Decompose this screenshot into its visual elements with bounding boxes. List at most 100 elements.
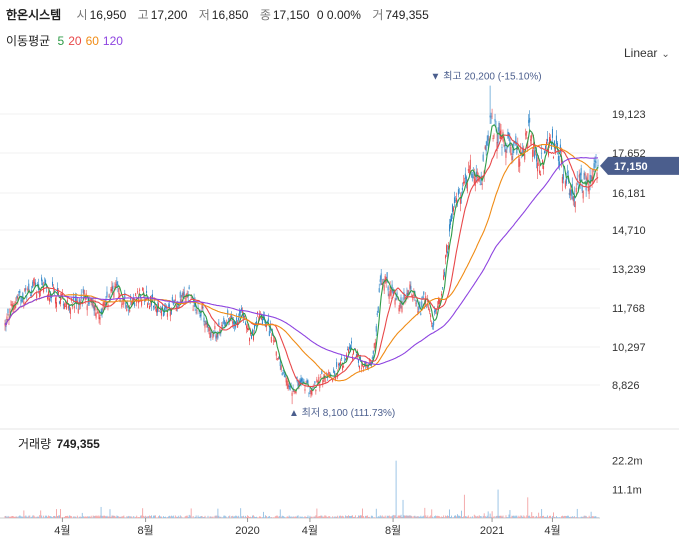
candle-body — [321, 369, 323, 375]
candle-body — [291, 392, 293, 396]
candle-body — [339, 362, 341, 366]
candle-body — [305, 382, 307, 384]
volume-bar — [317, 516, 319, 518]
candle-body — [228, 318, 230, 322]
volume-bar — [541, 509, 543, 518]
volume-bar — [516, 515, 518, 518]
candle-body — [310, 390, 312, 395]
volume-bar — [419, 516, 421, 518]
candle-body — [86, 305, 88, 311]
volume-bar — [371, 515, 373, 518]
candle-body — [344, 360, 346, 362]
volume-bar — [308, 517, 310, 518]
volume-bar — [576, 508, 578, 518]
volume-bar — [203, 517, 205, 518]
volume-bar — [186, 515, 188, 518]
volume-bar — [526, 515, 528, 518]
candle-body — [577, 188, 579, 190]
volume-bar — [84, 516, 86, 518]
candle-body — [409, 284, 411, 289]
candle-body — [554, 146, 556, 152]
volume-bar — [439, 516, 441, 518]
volume-bar — [60, 509, 61, 518]
volume-bar — [571, 516, 573, 518]
candle-body — [529, 117, 531, 123]
volume-bar — [214, 515, 216, 518]
volume-bar — [209, 516, 211, 518]
volume-bar — [257, 517, 258, 518]
candle-body — [449, 219, 451, 225]
volume-bar — [585, 515, 587, 518]
volume-bar — [368, 516, 370, 518]
volume-bar — [378, 516, 380, 518]
candle-body — [342, 365, 344, 370]
volume-bar — [25, 515, 27, 518]
volume-bar — [487, 511, 489, 518]
candle-body — [223, 318, 225, 324]
candle-body — [356, 352, 358, 358]
volume-bar — [185, 515, 187, 518]
candle-body — [515, 136, 517, 145]
candle-body — [333, 369, 335, 373]
candle-body — [303, 381, 305, 382]
candle-body — [73, 306, 75, 309]
candle-body — [362, 366, 364, 368]
volume-bar — [137, 517, 139, 518]
volume-bar — [59, 515, 60, 518]
scale-dropdown[interactable]: Linear ⌄ — [624, 46, 670, 60]
candle-body — [387, 286, 389, 291]
volume-bar — [183, 517, 185, 518]
candle-body — [248, 328, 250, 331]
volume-bar — [189, 515, 191, 518]
volume-bar — [346, 516, 348, 518]
volume-bar — [392, 514, 394, 518]
volume-bar — [364, 515, 366, 518]
candle-body — [208, 326, 210, 331]
volume-bar — [174, 515, 176, 518]
candle-body — [24, 288, 26, 291]
volume-bar — [221, 517, 223, 518]
candle-body — [394, 299, 396, 305]
volume-bar — [264, 515, 266, 518]
volume-bar — [440, 517, 442, 518]
volume-bar — [133, 516, 135, 518]
candle-body — [179, 292, 181, 298]
volume-bar — [416, 516, 418, 518]
volume-bar — [531, 512, 533, 518]
candle-body — [541, 152, 543, 154]
candle-body — [399, 303, 401, 309]
volume-bar — [475, 516, 477, 518]
x-tick-label: 4월 — [544, 524, 560, 537]
volume-bar — [5, 515, 7, 518]
candle-body — [485, 145, 487, 152]
volume-bar — [296, 515, 298, 518]
candle-body — [230, 316, 232, 318]
volume-bar — [302, 517, 304, 518]
volume-bar — [450, 517, 451, 518]
candle-body — [586, 177, 588, 181]
volume-bar — [182, 517, 184, 518]
volume-bar — [127, 516, 129, 518]
volume-bar — [481, 517, 483, 518]
candle-body — [491, 115, 493, 117]
volume-bar — [413, 515, 415, 518]
volume-bar — [354, 516, 355, 518]
candle-body — [546, 141, 548, 146]
volume-bar — [241, 516, 243, 518]
candle-body — [319, 383, 321, 388]
volume-bar — [497, 489, 499, 518]
candle-body — [116, 281, 118, 285]
volume-bar — [453, 517, 454, 518]
volume-bar — [273, 517, 275, 518]
candle-body — [180, 299, 182, 302]
volume-bar — [118, 516, 120, 518]
volume-bar — [170, 515, 172, 518]
volume-bar — [459, 516, 461, 518]
candle-body — [274, 339, 276, 342]
volume-bar — [52, 517, 54, 518]
volume-bar — [460, 510, 462, 518]
candle-body — [268, 330, 270, 336]
quote-header: 한온시스템 시 16,950 고 17,200 저 16,850 종 17,150 0 … — [6, 6, 433, 23]
volume-bar — [559, 517, 561, 518]
